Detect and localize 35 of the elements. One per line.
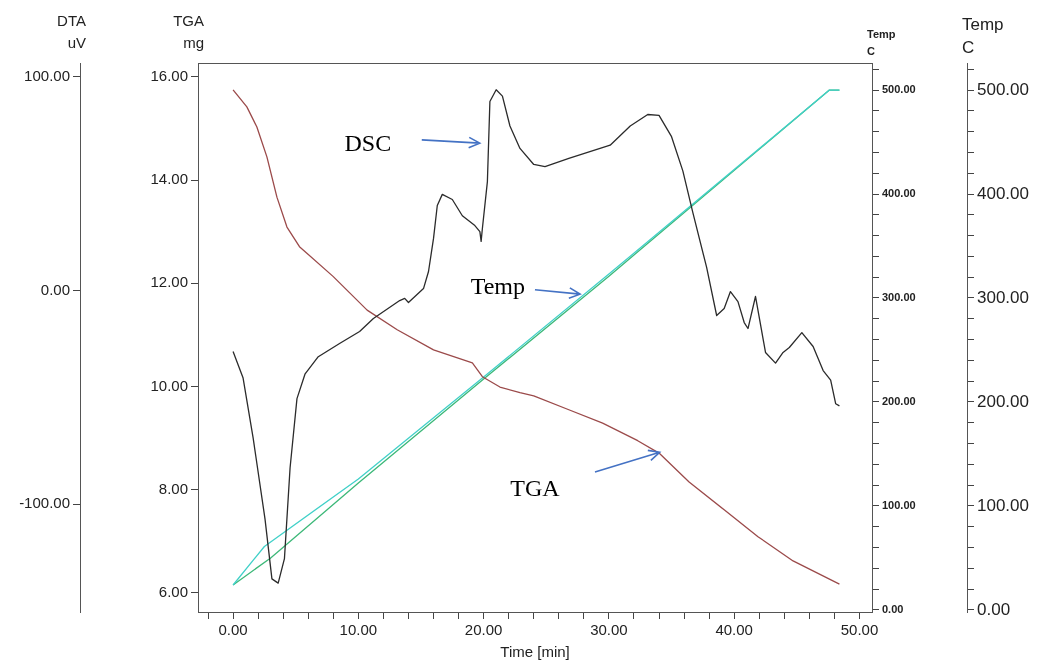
y-axis-title: TGA mg: [173, 12, 204, 52]
annotation: TGA: [510, 475, 561, 502]
text: 500.00: [977, 79, 1029, 99]
x-axis-title: Time [min]: [500, 643, 570, 661]
text: Temp C: [962, 14, 1004, 57]
x-tick-label: 0.00: [218, 621, 248, 639]
text: 300.00: [977, 287, 1029, 307]
x-tick-label: 20.00: [464, 621, 503, 639]
y-tick-label: 6.00: [158, 583, 188, 601]
y-tick-label: 14.00: [150, 170, 188, 188]
y2-tick-label: 100.00: [882, 498, 916, 511]
y2-axis-title: Temp C: [867, 28, 896, 58]
y-tick-label: 8.00: [158, 479, 188, 497]
y-tick-label: 16.00: [150, 67, 188, 85]
text: 0.00: [977, 599, 1011, 619]
x-tick-label: 10.00: [339, 621, 378, 639]
y3-tick-label: 0.00: [40, 280, 70, 298]
y-tick-label: 12.00: [150, 273, 188, 291]
x-tick-label: 40.00: [715, 621, 753, 639]
annotation: Temp: [470, 273, 526, 300]
y3-tick-label: 100.00: [24, 67, 70, 85]
y2-tick-label: 300.00: [882, 291, 916, 304]
text: 100.00: [977, 495, 1029, 515]
text: 200.00: [977, 391, 1029, 411]
annotation: DSC: [344, 130, 392, 157]
x-tick-label: 30.00: [590, 621, 628, 639]
y2-tick-label: 500.00: [882, 83, 916, 96]
y2-tick-label: 200.00: [882, 395, 916, 407]
y2-tick-label: 0.00: [882, 602, 904, 615]
y-tick-label: 10.00: [150, 376, 188, 394]
x-tick-label: 50.00: [840, 621, 879, 639]
y3-axis-title: DTA uV: [57, 12, 86, 52]
text: 400.00: [977, 183, 1029, 203]
y3-tick-label: -100.00: [19, 494, 70, 512]
y2-tick-label: 400.00: [882, 187, 916, 200]
